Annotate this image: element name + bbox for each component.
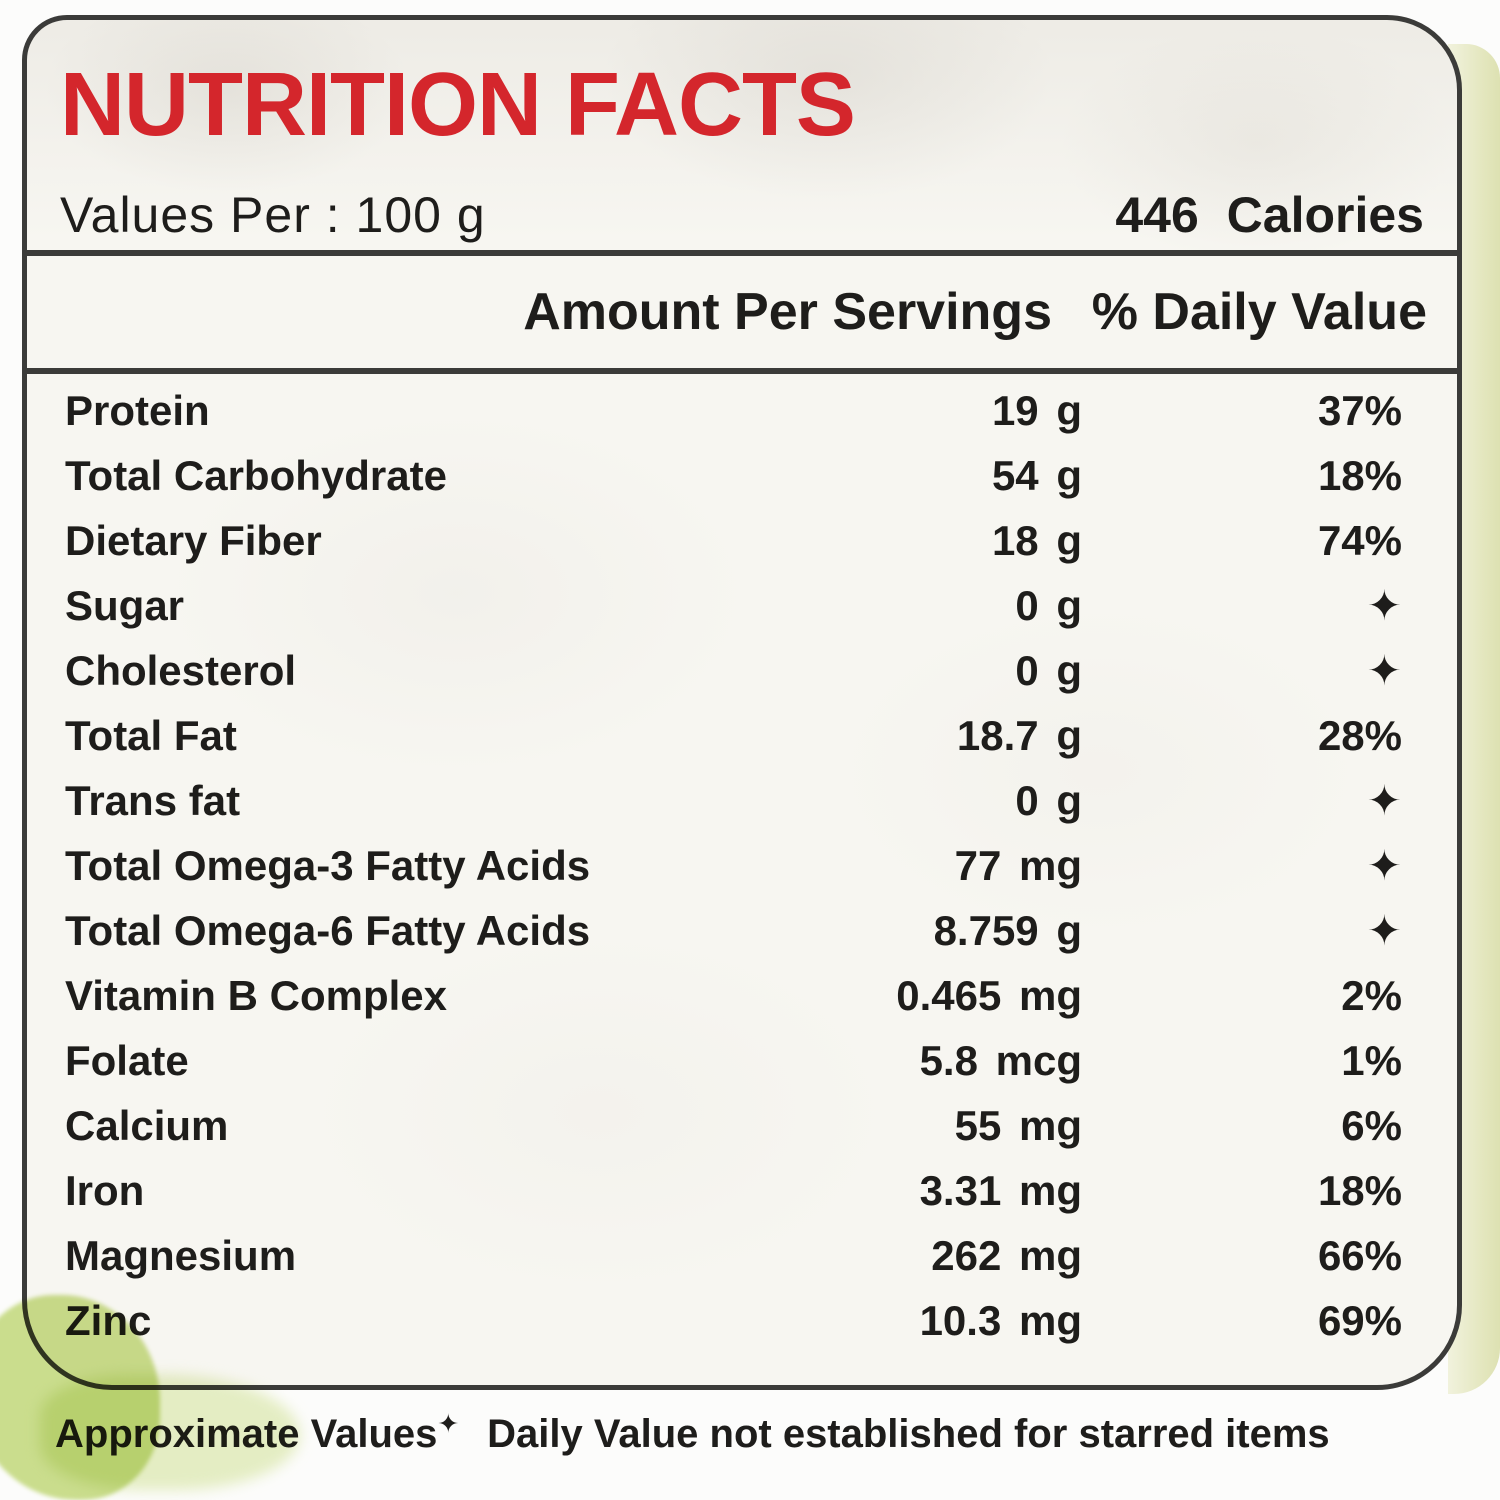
nutrition-facts-panel: NUTRITION FACTS Values Per : 100 g 446 C… [22,15,1462,1390]
table-row: Dietary Fiber 18 g 74% [27,508,1457,573]
table-row: Vitamin B Complex 0.465 mg 2% [27,963,1457,1028]
nutrient-amount: 54 g [991,451,1082,499]
nutrient-name: Vitamin B Complex [65,971,447,1019]
nutrient-name: Magnesium [65,1231,297,1279]
nutrient-dv: 74% [1317,516,1402,564]
nutrient-amount: 18 g [991,516,1082,564]
footnote: Approximate Values✦ Daily Value not estab… [55,1408,1475,1457]
table-row: Protein 19 g 37% [27,378,1457,443]
nutrient-amount: 5.8 mcg [919,1036,1082,1084]
table-row: Iron 3.31 mg 18% [27,1158,1457,1223]
nutrient-name: Sugar [65,581,185,629]
divider-line [27,250,1457,256]
nutrient-name: Zinc [65,1296,152,1344]
nutrient-name: Protein [65,386,210,434]
footnote-note: Daily Value not established for starred … [487,1412,1330,1456]
nutrient-dv: 6% [1341,1101,1402,1149]
nutrient-dv: 1% [1341,1036,1402,1084]
nutrient-dv: 28% [1317,711,1402,759]
daily-value-column-header: % Daily Value [1091,283,1427,341]
nutrient-name: Total Fat [65,711,237,759]
nutrient-name: Trans fat [65,776,241,824]
nutrient-amount: 55 mg [954,1101,1082,1149]
nutrient-amount: 18.7 g [956,711,1082,759]
table-row: Sugar 0 g ✦ [27,573,1457,638]
nutrient-name: Total Omega-6 Fatty Acids [65,906,591,954]
nutrient-dv-star-icon: ✦ [1366,842,1402,889]
nutrient-amount: 0.465 mg [896,971,1082,1019]
nutrient-name: Folate [65,1036,189,1084]
nutrient-dv-star-icon: ✦ [1366,907,1402,954]
nutrient-table: Protein 19 g 37% Total Carbohydrate 54 g… [27,378,1457,1353]
nutrient-amount: 0 g [1015,581,1082,629]
table-row: Magnesium 262 mg 66% [27,1223,1457,1288]
nutrient-dv: 2% [1341,971,1402,1019]
table-row: Folate 5.8 mcg 1% [27,1028,1457,1093]
nutrient-dv: 18% [1317,451,1402,499]
nutrient-dv-star-icon: ✦ [1366,647,1402,694]
table-header: Amount Per Servings % Daily Value [27,256,1457,368]
values-per-label: Values Per : 100 g [60,187,486,243]
amount-column-header: Amount Per Servings [523,283,1052,341]
star-icon: ✦ [437,1408,460,1439]
nutrient-name: Total Omega-3 Fatty Acids [65,841,591,889]
nutrient-name: Cholesterol [65,646,297,694]
nutrient-name: Total Carbohydrate [65,451,447,499]
table-row: Trans fat 0 g ✦ [27,768,1457,833]
nutrient-amount: 0 g [1015,776,1082,824]
nutrient-amount: 262 mg [931,1231,1082,1279]
table-row: Calcium 55 mg 6% [27,1093,1457,1158]
nutrient-dv: 37% [1317,386,1402,434]
nutrient-amount: 77 mg [954,841,1082,889]
nutrient-name: Iron [65,1166,145,1214]
divider-line [27,368,1457,374]
footnote-prefix: Approximate Values [55,1412,438,1456]
nutrient-dv: 69% [1317,1296,1402,1344]
nutrient-name: Dietary Fiber [65,516,322,564]
calories-value: 446 Calories [1115,187,1424,243]
table-row: Total Carbohydrate 54 g 18% [27,443,1457,508]
nutrient-amount: 8.759 g [933,906,1082,954]
table-row: Cholesterol 0 g ✦ [27,638,1457,703]
nutrient-dv: 66% [1317,1231,1402,1279]
nutrient-name: Calcium [65,1101,229,1149]
nutrient-dv-star-icon: ✦ [1366,777,1402,824]
nutrient-dv-star-icon: ✦ [1366,582,1402,629]
table-row: Total Omega-3 Fatty Acids 77 mg ✦ [27,833,1457,898]
table-row: Zinc 10.3 mg 69% [27,1288,1457,1353]
panel-title: NUTRITION FACTS [60,55,856,155]
nutrient-amount: 10.3 mg [919,1296,1082,1344]
table-row: Total Fat 18.7 g 28% [27,703,1457,768]
table-row: Total Omega-6 Fatty Acids 8.759 g ✦ [27,898,1457,963]
nutrient-dv: 18% [1317,1166,1402,1214]
nutrient-amount: 3.31 mg [919,1166,1082,1214]
serving-row: Values Per : 100 g 446 Calories [60,180,1424,250]
nutrient-amount: 19 g [991,386,1082,434]
nutrient-amount: 0 g [1015,646,1082,694]
